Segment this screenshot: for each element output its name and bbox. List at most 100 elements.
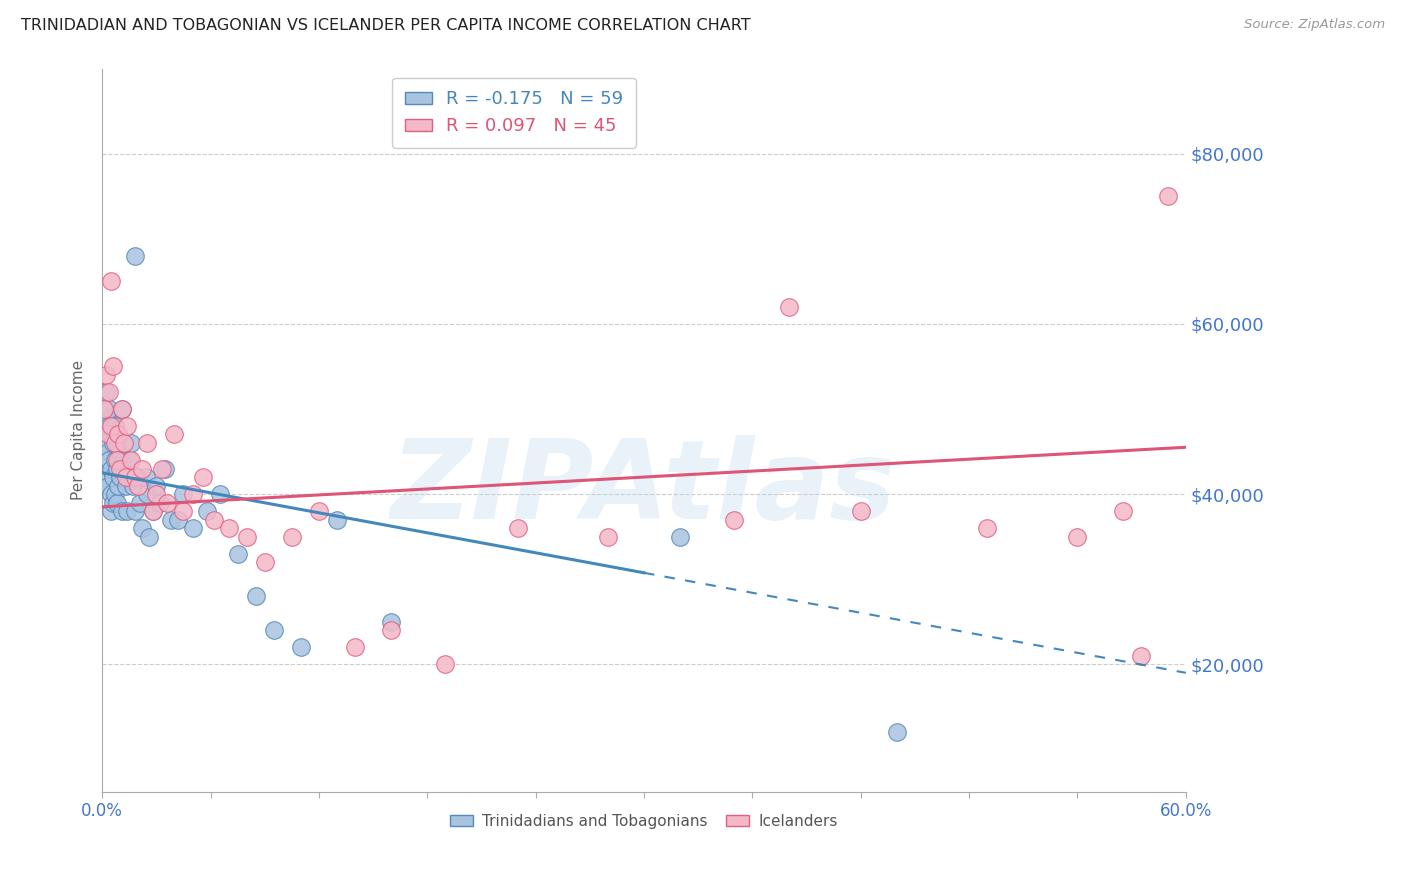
Text: ZIPAtlas: ZIPAtlas <box>391 434 897 541</box>
Point <box>100 419 122 434</box>
Point <box>117 504 139 518</box>
Point <box>104 419 127 434</box>
Point <box>380 615 402 629</box>
Point <box>156 495 179 509</box>
Point <box>138 530 160 544</box>
Point <box>94 436 117 450</box>
Point <box>104 487 127 501</box>
Point <box>136 436 159 450</box>
Point <box>1111 504 1133 518</box>
Point <box>124 504 146 518</box>
Point <box>107 427 129 442</box>
Point <box>93 470 115 484</box>
Point <box>101 470 124 484</box>
Point <box>127 478 149 492</box>
Point <box>131 521 153 535</box>
Point <box>218 521 240 535</box>
Point <box>193 470 215 484</box>
Point <box>112 436 135 450</box>
Point <box>380 624 402 638</box>
Point <box>100 504 122 518</box>
Point <box>117 419 139 434</box>
Point <box>97 427 120 442</box>
Point <box>181 487 204 501</box>
Text: TRINIDADIAN AND TOBAGONIAN VS ICELANDER PER CAPITA INCOME CORRELATION CHART: TRINIDADIAN AND TOBAGONIAN VS ICELANDER … <box>21 18 751 33</box>
Point <box>129 495 152 509</box>
Point <box>886 725 908 739</box>
Point <box>253 555 276 569</box>
Point <box>114 470 136 484</box>
Point <box>98 401 121 416</box>
Point <box>110 444 132 458</box>
Point <box>155 461 177 475</box>
Point <box>104 453 127 467</box>
Point <box>101 495 124 509</box>
Point <box>97 444 120 458</box>
Point <box>1066 530 1088 544</box>
Point <box>111 401 134 416</box>
Point <box>114 478 136 492</box>
Point <box>208 487 231 501</box>
Point <box>97 478 120 492</box>
Point <box>778 300 800 314</box>
Point <box>98 453 121 467</box>
Point <box>226 547 249 561</box>
Point <box>124 470 146 484</box>
Point <box>101 436 124 450</box>
Point <box>1157 189 1180 203</box>
Point <box>596 530 619 544</box>
Point <box>100 461 122 475</box>
Point <box>434 657 457 672</box>
Point <box>100 487 122 501</box>
Point <box>93 401 115 416</box>
Point <box>100 427 122 442</box>
Point <box>110 470 132 484</box>
Point <box>669 530 692 544</box>
Point <box>120 453 142 467</box>
Point <box>107 427 129 442</box>
Point <box>195 504 218 518</box>
Point <box>145 478 167 492</box>
Text: Source: ZipAtlas.com: Source: ZipAtlas.com <box>1244 18 1385 31</box>
Point <box>136 487 159 501</box>
Y-axis label: Per Capita Income: Per Capita Income <box>72 360 86 500</box>
Point <box>976 521 998 535</box>
Point <box>105 453 128 467</box>
Point <box>181 521 204 535</box>
Point <box>723 513 745 527</box>
Point <box>142 504 165 518</box>
Point <box>281 530 304 544</box>
Point <box>506 521 529 535</box>
Point <box>235 530 257 544</box>
Point <box>120 436 142 450</box>
Point <box>290 640 312 655</box>
Point <box>110 461 132 475</box>
Point <box>131 461 153 475</box>
Point <box>124 249 146 263</box>
Point <box>160 513 183 527</box>
Point <box>150 461 173 475</box>
Point <box>107 478 129 492</box>
Point <box>308 504 330 518</box>
Point <box>1129 648 1152 663</box>
Point <box>98 384 121 399</box>
Point <box>167 513 190 527</box>
Point <box>202 513 225 527</box>
Point <box>111 401 134 416</box>
Legend: Trinidadians and Tobagonians, Icelanders: Trinidadians and Tobagonians, Icelanders <box>444 808 844 835</box>
Point <box>105 436 128 450</box>
Point <box>112 453 135 467</box>
Point <box>101 359 124 374</box>
Point <box>98 419 121 434</box>
Point <box>111 504 134 518</box>
Point <box>163 427 186 442</box>
Point <box>100 274 122 288</box>
Point <box>245 589 267 603</box>
Point <box>135 470 157 484</box>
Point <box>849 504 872 518</box>
Point <box>173 487 195 501</box>
Point <box>127 470 149 484</box>
Point <box>94 368 117 382</box>
Point <box>94 384 117 399</box>
Point <box>97 410 120 425</box>
